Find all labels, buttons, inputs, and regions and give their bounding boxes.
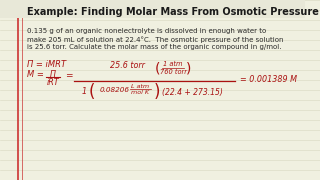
Text: 25.6 torr: 25.6 torr bbox=[110, 62, 145, 71]
Text: Π = iMRT: Π = iMRT bbox=[27, 60, 66, 69]
Text: 1 atm: 1 atm bbox=[163, 61, 183, 67]
Text: ): ) bbox=[186, 62, 192, 76]
Text: 760 torr: 760 torr bbox=[159, 69, 187, 75]
Text: (22.4 + 273.15): (22.4 + 273.15) bbox=[162, 87, 223, 96]
Text: iRT: iRT bbox=[47, 78, 59, 87]
Text: 0.135 g of an organic nonelectrolyte is dissolved in enough water to: 0.135 g of an organic nonelectrolyte is … bbox=[27, 28, 266, 34]
Text: is 25.6 torr. Calculate the molar mass of the organic compound in g/mol.: is 25.6 torr. Calculate the molar mass o… bbox=[27, 44, 282, 50]
Text: =: = bbox=[65, 71, 73, 80]
Text: M =: M = bbox=[27, 70, 44, 79]
Bar bbox=[0, 0, 305, 18]
Text: L atm: L atm bbox=[131, 84, 149, 89]
Text: Example: Finding Molar Mass From Osmotic Pressure: Example: Finding Molar Mass From Osmotic… bbox=[27, 7, 319, 17]
Text: make 205 mL of solution at 22.4°C.  The osmotic pressure of the solution: make 205 mL of solution at 22.4°C. The o… bbox=[27, 36, 284, 43]
Text: 0.08206: 0.08206 bbox=[100, 87, 130, 93]
Text: 1: 1 bbox=[82, 87, 87, 96]
Text: = 0.001389 M: = 0.001389 M bbox=[240, 75, 297, 84]
Text: (: ( bbox=[154, 62, 160, 76]
Text: mol K: mol K bbox=[131, 91, 149, 96]
Text: ): ) bbox=[154, 83, 160, 101]
Text: Π: Π bbox=[50, 70, 56, 79]
Text: (: ( bbox=[89, 83, 95, 101]
